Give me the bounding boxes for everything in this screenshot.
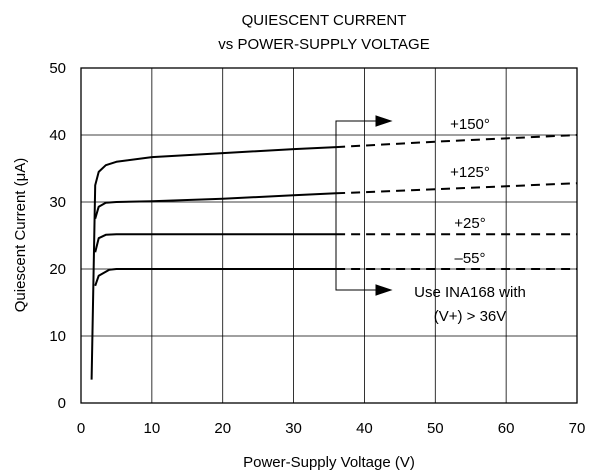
- y-tick-label: 40: [49, 127, 66, 144]
- series-label: +25°: [454, 215, 485, 232]
- series-label: +125°: [450, 164, 490, 181]
- x-tick-label: 60: [498, 420, 515, 437]
- x-tick-label: 70: [569, 420, 586, 437]
- x-tick-label: 50: [427, 420, 444, 437]
- x-tick-label: 40: [356, 420, 373, 437]
- y-tick-label: 30: [49, 194, 66, 211]
- plot-frame: [80, 67, 578, 404]
- x-tick-label: 10: [144, 420, 161, 437]
- chart-title-line-2: vs POWER-SUPPLY VOLTAGE: [218, 36, 429, 53]
- grid: [81, 68, 577, 403]
- y-tick-label: 0: [58, 395, 66, 412]
- series-label: +150°: [450, 116, 490, 133]
- bracket-line: [335, 120, 376, 291]
- x-axis-label: Power-Supply Voltage (V): [243, 454, 415, 471]
- y-tick-label: 20: [49, 261, 66, 278]
- series-line-solid: [94, 268, 337, 287]
- series-line-solid: [94, 192, 337, 219]
- chart-title-line-1: QUIESCENT CURRENT: [242, 12, 407, 29]
- series-line-solid: [90, 146, 337, 380]
- y-tick-label: 10: [49, 328, 66, 345]
- y-tick-label: 50: [49, 60, 66, 77]
- series-line-solid: [94, 233, 337, 253]
- x-tick-label: 20: [214, 420, 231, 437]
- series-group: [90, 134, 578, 380]
- y-axis-label: Quiescent Current (μA): [12, 158, 29, 313]
- x-tick-label: 0: [77, 420, 85, 437]
- annotation-line-1: Use INA168 with: [414, 284, 526, 301]
- series-line-dashed: [336, 134, 578, 149]
- tick-labels: 0 10 20 30 40 50 60 70 0 10 20 30 40 50: [49, 60, 585, 437]
- series-line-dashed: [336, 182, 578, 195]
- series-label: –55°: [454, 250, 485, 267]
- series-labels: +150° +125° +25° –55°: [450, 116, 490, 267]
- annotation-line-2: (V+) > 36V: [434, 308, 507, 325]
- arrow-head-bottom: [375, 284, 393, 296]
- annotation-bracket: [335, 115, 393, 296]
- arrow-head-top: [375, 115, 393, 127]
- x-tick-label: 30: [285, 420, 302, 437]
